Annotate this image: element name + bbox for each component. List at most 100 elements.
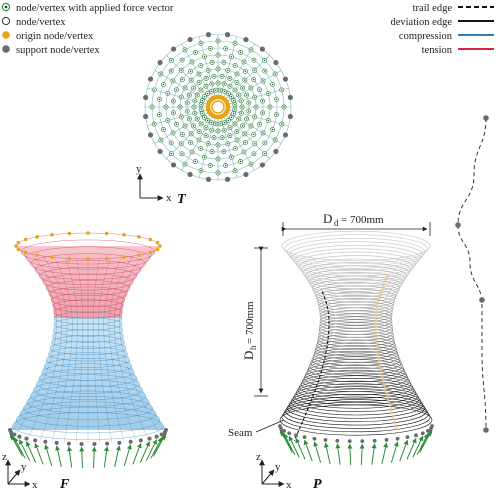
tension-ring bbox=[38, 266, 138, 286]
force-node-dot bbox=[200, 104, 202, 106]
force-node-dot bbox=[209, 164, 211, 167]
origin-node bbox=[137, 253, 141, 257]
force-arrow bbox=[79, 446, 85, 469]
origin-node bbox=[155, 240, 160, 245]
top-radial-edge bbox=[227, 109, 289, 127]
force-node-dot bbox=[186, 102, 188, 104]
seam-line bbox=[293, 291, 330, 441]
force-node-dot bbox=[264, 70, 266, 72]
force-arrow bbox=[399, 439, 409, 462]
force-node-dot bbox=[172, 132, 174, 134]
force-arrow bbox=[145, 439, 158, 461]
layer-ring bbox=[291, 244, 421, 272]
origin-node bbox=[158, 244, 162, 248]
origin-node bbox=[67, 256, 72, 261]
trail-node bbox=[483, 427, 489, 433]
layer-ring bbox=[308, 272, 404, 292]
support-node bbox=[360, 439, 365, 444]
top-radial-edge bbox=[220, 36, 238, 98]
force-node-dot bbox=[172, 80, 174, 82]
origin-node bbox=[14, 244, 18, 248]
force-node-dot bbox=[192, 125, 195, 127]
force-node-dot bbox=[198, 139, 200, 141]
layer-ring bbox=[289, 241, 423, 269]
force-node-dot bbox=[172, 100, 175, 102]
trail-node bbox=[455, 222, 461, 228]
force-node-dot bbox=[240, 100, 242, 102]
force-node-dot bbox=[221, 75, 223, 77]
support-node bbox=[279, 426, 283, 431]
support-node bbox=[143, 113, 149, 120]
force-node-dot bbox=[184, 163, 186, 165]
height-main-label: D bbox=[241, 351, 256, 360]
meridian-edge bbox=[119, 250, 161, 436]
origin-node bbox=[16, 240, 21, 245]
support-node bbox=[243, 36, 249, 43]
force-node-dot bbox=[206, 119, 209, 122]
support-node bbox=[187, 171, 193, 178]
top-radial-edge bbox=[224, 55, 270, 101]
force-node-dot bbox=[227, 143, 229, 145]
support-node bbox=[414, 433, 418, 438]
force-node-dot bbox=[264, 142, 266, 144]
force-node-dot bbox=[236, 139, 238, 141]
force-node-dot bbox=[213, 75, 215, 77]
force-node-dot bbox=[180, 96, 182, 98]
force-node-dot bbox=[275, 98, 278, 100]
force-node-dot bbox=[271, 83, 274, 86]
tension-ring bbox=[25, 246, 151, 270]
support-node bbox=[282, 132, 289, 138]
legend-label-origin-node: origin node/vertex bbox=[16, 31, 94, 42]
force-node-dot bbox=[239, 160, 242, 163]
force-node-dot bbox=[219, 123, 221, 125]
form-axis-z-label: z bbox=[2, 451, 7, 463]
force-node-dot bbox=[200, 123, 202, 125]
support-node bbox=[79, 441, 84, 446]
layer-ring bbox=[319, 316, 393, 332]
force-node-dot bbox=[170, 152, 173, 155]
force-node-dot bbox=[253, 59, 255, 61]
compression-ring bbox=[52, 329, 124, 343]
tension-ring bbox=[42, 273, 134, 291]
origin-node bbox=[35, 235, 39, 239]
force-node-dot bbox=[198, 81, 200, 84]
top-radial-edge bbox=[226, 111, 282, 144]
top-radial-edge bbox=[166, 55, 212, 101]
force-node-dot bbox=[229, 134, 231, 137]
force-node-dot bbox=[205, 134, 207, 137]
tension-surface bbox=[16, 246, 160, 318]
legend-item-origin-node: origin node/vertex bbox=[2, 31, 94, 42]
origin-node bbox=[122, 255, 126, 260]
force-node-dot bbox=[194, 160, 197, 163]
support-node bbox=[347, 439, 352, 444]
force-arrow bbox=[335, 443, 341, 465]
meridian-edge bbox=[51, 257, 73, 443]
force-node-dot bbox=[217, 68, 219, 70]
support-node bbox=[224, 176, 231, 182]
force-arrow bbox=[34, 442, 44, 465]
top-radial-edge bbox=[198, 116, 216, 178]
support-node bbox=[154, 434, 159, 439]
legend-item-node: node/vertex bbox=[1, 16, 66, 28]
top-radial-edge bbox=[222, 43, 255, 99]
force-node-dot bbox=[210, 90, 213, 92]
force-node-dot bbox=[281, 123, 283, 125]
support-node bbox=[273, 59, 279, 66]
force-node-dot bbox=[244, 142, 247, 144]
force-node-dot bbox=[274, 73, 276, 75]
support-node bbox=[164, 428, 168, 432]
force-node-dot bbox=[245, 94, 248, 96]
legend-label-trail-edge: trail edge bbox=[413, 3, 453, 14]
form-axes: z y x F bbox=[2, 451, 70, 492]
force-node-dot bbox=[229, 77, 231, 80]
layer-ring bbox=[313, 282, 399, 300]
force-node-dot bbox=[217, 54, 219, 56]
force-node-dot bbox=[241, 106, 243, 108]
origin-node bbox=[67, 231, 72, 236]
tension-ring bbox=[52, 299, 124, 313]
force-arrow bbox=[18, 439, 31, 461]
force-node-dot bbox=[200, 170, 202, 172]
force-arrow bbox=[381, 442, 389, 465]
form-diagram-label: F bbox=[59, 477, 70, 492]
support-node bbox=[430, 424, 434, 428]
